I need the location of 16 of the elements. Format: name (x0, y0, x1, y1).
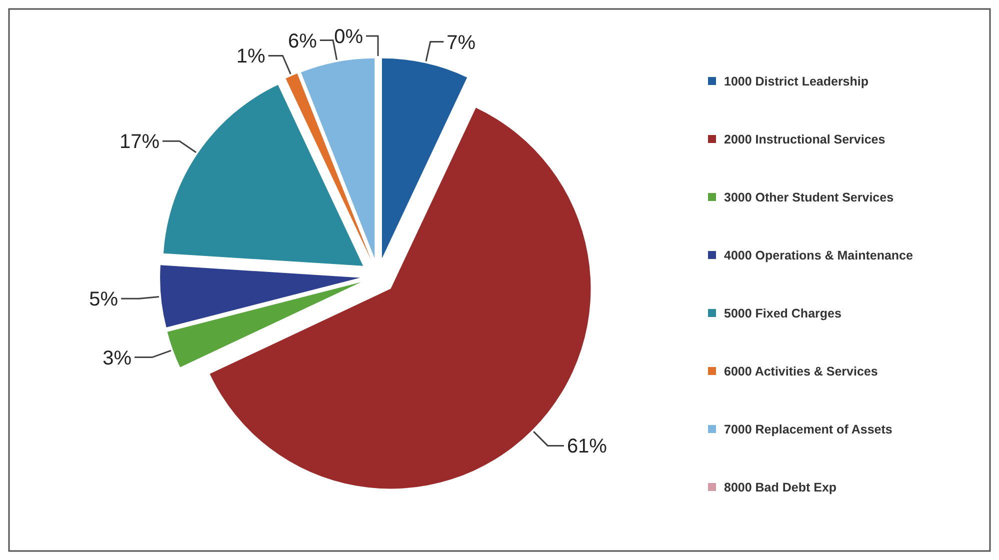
data-label: 1% (236, 46, 266, 68)
data-label: 5% (89, 288, 118, 311)
data-label: 3% (102, 347, 132, 370)
text: 0% (334, 26, 363, 48)
data-label: 61% (566, 436, 608, 458)
legend-label: 5000 Fixed Charges (724, 306, 842, 320)
data-label: 6% (288, 30, 318, 52)
legend-label: 3000 Other Student Services (724, 190, 894, 204)
legend-label: 1000 District Leadership (724, 74, 869, 88)
data-label: 7% (446, 32, 476, 54)
data-label: 17% (120, 131, 160, 154)
legend-label: 2000 Instructional Services (724, 132, 886, 146)
legend-label: 6000 Activities & Services (724, 364, 878, 378)
legend-label: 8000 Bad Debt Exp (724, 480, 837, 494)
legend-label: 4000 Operations & Maintenance (724, 248, 913, 262)
legend-label: 7000 Replacement of Assets (724, 422, 892, 436)
